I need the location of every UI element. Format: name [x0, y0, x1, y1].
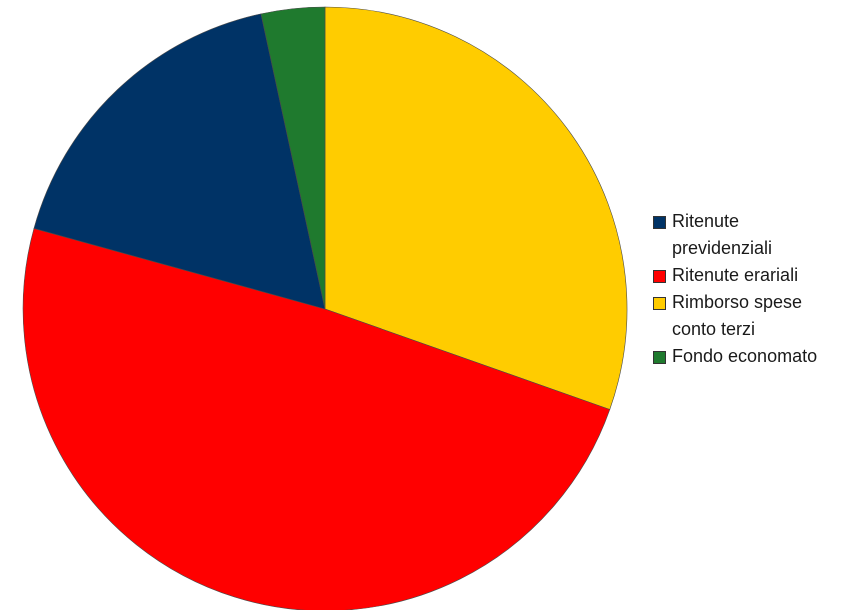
legend-label-ritenute-previdenziali: Ritenute previdenziali — [672, 211, 773, 258]
pie-slice-ritenute-previdenziali — [33, 13, 326, 310]
legend-swatch-rimborso-spese-conto-terzi — [653, 297, 666, 310]
legend-label-ritenute-erariali: Ritenute erariali — [672, 265, 799, 285]
legend-label-rimborso-spese-conto-terzi: Rimborso spese conto terzi — [672, 292, 803, 339]
legend-item-rimborso-spese-conto-terzi: Rimborso spese conto terzi — [653, 292, 853, 343]
pie-slice-ritenute-erariali — [22, 228, 611, 610]
legend-item-ritenute-erariali: Ritenute erariali — [653, 265, 853, 289]
legend-item-ritenute-previdenziali: Ritenute previdenziali — [653, 211, 853, 262]
chart-legend: Ritenute previdenziali Ritenute erariali… — [653, 211, 853, 374]
pie-slice-fondo-economato — [260, 6, 326, 310]
legend-item-fondo-economato: Fondo economato — [653, 346, 853, 370]
legend-swatch-ritenute-erariali — [653, 270, 666, 283]
pie-slices — [22, 6, 628, 610]
legend-swatch-ritenute-previdenziali — [653, 216, 666, 229]
legend-label-fondo-economato: Fondo economato — [672, 346, 818, 366]
pie-slice-rimborso-spese-conto-terzi — [324, 6, 628, 410]
legend-swatch-fondo-economato — [653, 351, 666, 364]
